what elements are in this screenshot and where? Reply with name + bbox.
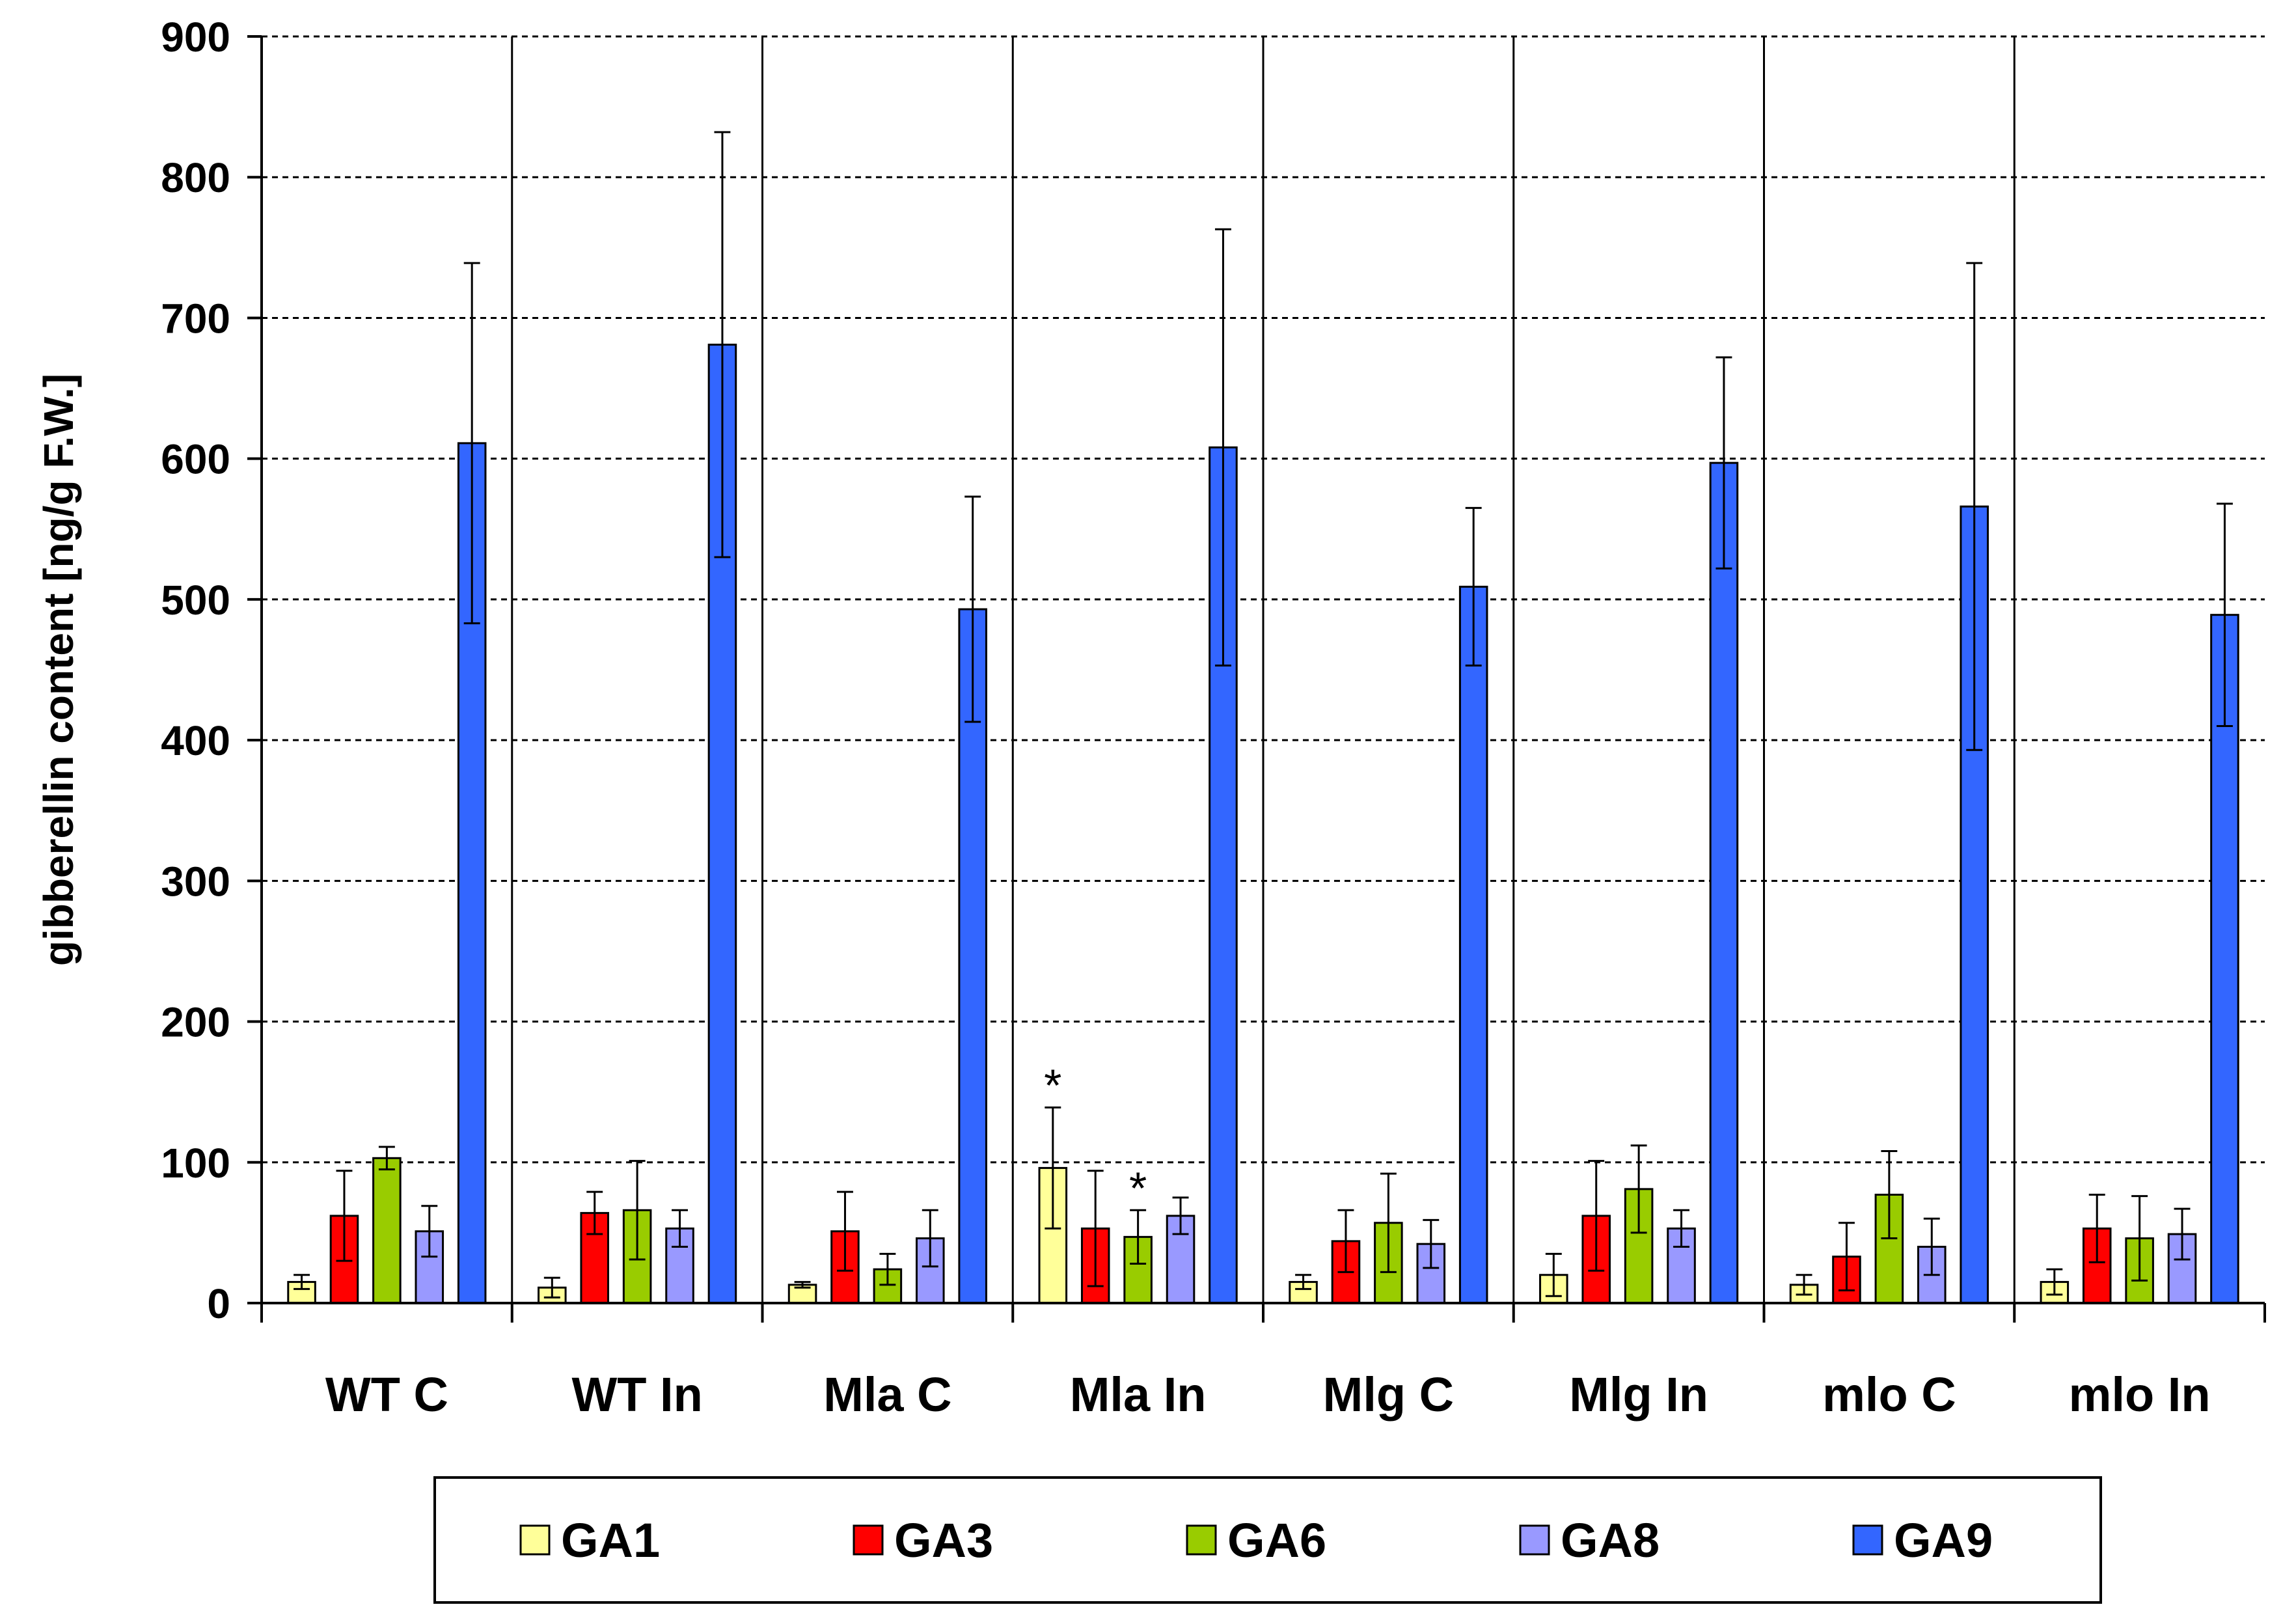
legend-swatch-ga6 — [1186, 1524, 1217, 1556]
y-tick-label: 200 — [161, 999, 230, 1046]
error-bar-ga3-1 — [586, 1190, 603, 1235]
error-bar-ga9-0 — [463, 262, 480, 625]
error-bar-ga9-4 — [1465, 506, 1482, 667]
legend-box — [433, 1476, 2102, 1604]
legend-swatch-ga1 — [519, 1524, 551, 1556]
x-category-label: mlo In — [2069, 1368, 2211, 1422]
tick-labels: 0 100 200 300 400 500 600 700 800 900 WT C WT In Mla… — [161, 14, 2210, 1422]
bars — [287, 344, 2239, 1304]
error-bar-ga8-5 — [1673, 1209, 1689, 1248]
error-bar-ga9-3 — [1214, 228, 1231, 667]
error-bar-ga1-0 — [294, 1274, 310, 1290]
legend-swatch-ga9 — [1852, 1524, 1883, 1556]
error-bar-ga1-3 — [1045, 1106, 1061, 1230]
error-bar-ga6-5 — [1630, 1144, 1647, 1234]
x-category-label: Mlg In — [1569, 1368, 1708, 1422]
error-bar-ga6-0 — [378, 1146, 395, 1171]
error-bar-ga8-0 — [421, 1205, 438, 1258]
error-bar-ga3-2 — [837, 1190, 853, 1272]
error-bar-ga1-4 — [1295, 1274, 1312, 1290]
error-bar-ga1-1 — [543, 1276, 560, 1299]
error-bar-ga3-4 — [1337, 1209, 1354, 1273]
error-bar-ga8-1 — [672, 1209, 688, 1248]
error-bar-ga9-5 — [1715, 356, 1732, 570]
axes — [247, 35, 2266, 1323]
error-bar-ga6-3 — [1130, 1209, 1147, 1265]
error-bar-ga8-2 — [922, 1209, 938, 1268]
error-bar-ga6-2 — [879, 1252, 896, 1286]
y-tick-label: 400 — [161, 717, 230, 764]
bar-ga6-0 — [372, 1157, 402, 1304]
x-category-label: Mla C — [823, 1368, 951, 1422]
error-bar-ga3-7 — [2088, 1194, 2105, 1263]
error-bar-ga6-4 — [1380, 1172, 1397, 1273]
bar-ga9-5 — [1709, 461, 1739, 1304]
significance-asterisk: * — [1129, 1162, 1147, 1213]
bar-ga9-7 — [2210, 614, 2239, 1304]
y-tick-label: 500 — [161, 577, 230, 624]
error-bar-ga1-6 — [1796, 1274, 1812, 1296]
legend-swatch-ga3 — [853, 1524, 884, 1556]
error-bar-ga6-6 — [1881, 1149, 1898, 1240]
legend: GA1 GA3 GA6 GA8 GA9 — [433, 1476, 2102, 1604]
y-tick-label: 800 — [161, 154, 230, 201]
error-bar-ga1-7 — [2046, 1268, 2063, 1296]
error-bar-ga1-5 — [1545, 1252, 1562, 1297]
bar-ga9-4 — [1458, 585, 1488, 1304]
y-tick-label: 700 — [161, 295, 230, 342]
legend-label-ga3: GA3 — [894, 1513, 993, 1567]
error-bar-ga3-0 — [336, 1170, 353, 1262]
legend-label-ga6: GA6 — [1227, 1513, 1326, 1567]
error-bar-ga9-7 — [2216, 502, 2233, 727]
error-bar-ga9-6 — [1966, 262, 1983, 751]
y-axis-title: gibberellin content [ng/g F.W.] — [35, 374, 82, 966]
y-tick-label: 100 — [161, 1140, 230, 1187]
x-category-label: mlo C — [1822, 1368, 1956, 1422]
error-bars — [294, 131, 2233, 1299]
y-tick-label: 900 — [161, 14, 230, 61]
error-bar-ga8-7 — [2174, 1207, 2191, 1261]
x-category-label: WT In — [571, 1368, 702, 1422]
error-bar-ga9-2 — [964, 495, 981, 723]
error-bar-ga9-1 — [714, 131, 731, 558]
error-bar-ga8-3 — [1172, 1196, 1189, 1235]
error-bar-ga6-7 — [2131, 1195, 2148, 1282]
error-bar-ga3-5 — [1588, 1160, 1605, 1272]
significance-asterisk: * — [1044, 1060, 1061, 1110]
error-bar-ga3-6 — [1838, 1222, 1855, 1292]
legend-label-ga8: GA8 — [1561, 1513, 1660, 1567]
error-bar-ga1-2 — [794, 1281, 811, 1289]
y-tick-label: 0 — [207, 1280, 230, 1327]
x-category-label: WT C — [325, 1368, 448, 1422]
x-category-label: Mlg C — [1323, 1368, 1454, 1422]
legend-label-ga1: GA1 — [561, 1513, 660, 1567]
error-bar-ga8-4 — [1423, 1218, 1440, 1269]
legend-label-ga9: GA9 — [1894, 1513, 1993, 1567]
legend-swatch-ga8 — [1519, 1524, 1550, 1556]
y-tick-label: 600 — [161, 436, 230, 483]
error-bar-ga3-3 — [1087, 1170, 1104, 1287]
y-tick-label: 300 — [161, 858, 230, 905]
x-category-label: Mla In — [1070, 1368, 1207, 1422]
error-bar-ga8-6 — [1923, 1217, 1940, 1276]
error-bar-ga6-1 — [629, 1160, 646, 1261]
